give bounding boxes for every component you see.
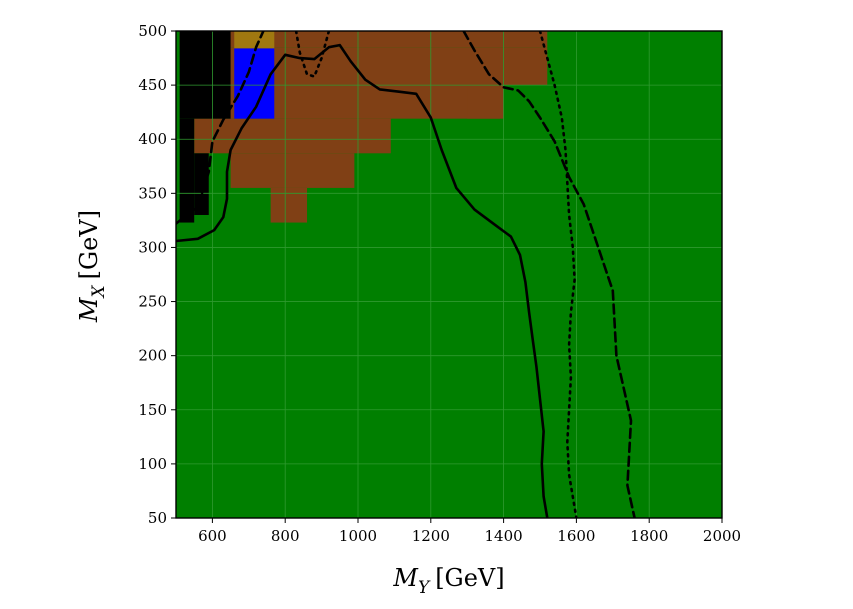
- region-black-8: [179, 118, 195, 223]
- x-tick-label: 1400: [485, 527, 523, 545]
- y-tick-label: 450: [138, 76, 167, 94]
- x-axis-title: MY [GeV]: [392, 564, 504, 598]
- y-tick-label: 50: [148, 509, 167, 527]
- x-axis-title-sub: Y: [418, 578, 431, 598]
- x-tick-label: 600: [198, 527, 227, 545]
- y-axis-title-sub: X: [89, 284, 109, 299]
- y-tick-label: 400: [138, 130, 167, 148]
- x-axis-ticks: 600 800 1000 1200 1400 1600 1800 2000: [198, 518, 741, 545]
- plot-frame: [175, 30, 723, 519]
- x-tick-label: 800: [271, 527, 300, 545]
- contour-solid-0: [176, 43, 549, 518]
- region-black-9: [194, 153, 209, 215]
- x-tick-label: 2000: [703, 527, 741, 545]
- y-axis-ticks: 50 100 150 200 250 300 350 400 450 500: [138, 22, 176, 527]
- y-tick-label: 150: [138, 401, 167, 419]
- y-axis-title-main: M: [75, 296, 103, 323]
- y-tick-label: 300: [138, 238, 167, 256]
- x-tick-label: 1000: [339, 527, 377, 545]
- region-gold-11: [234, 31, 275, 49]
- x-axis-title-main: M: [392, 564, 419, 592]
- x-tick-label: 1200: [412, 527, 450, 545]
- y-axis-title: MX [GeV]: [75, 210, 109, 323]
- heatmap-regions: [179, 31, 548, 223]
- y-tick-label: 200: [138, 347, 167, 365]
- contour-dotted-3: [294, 31, 331, 78]
- y-tick-label: 350: [138, 184, 167, 202]
- x-tick-label: 1600: [557, 527, 595, 545]
- x-axis-title-unit: [GeV]: [435, 564, 504, 592]
- region-brown-3: [467, 85, 504, 119]
- y-tick-label: 100: [138, 455, 167, 473]
- contour-dashed-1: [176, 31, 265, 225]
- y-tick-label: 500: [138, 22, 167, 40]
- x-tick-label: 1800: [630, 527, 668, 545]
- region-black-7: [179, 31, 231, 119]
- region-brown-4: [194, 118, 391, 154]
- contour-dotted-4: [538, 31, 578, 518]
- y-axis-title-unit: [GeV]: [75, 210, 103, 279]
- y-tick-label: 250: [138, 293, 167, 311]
- contour-lines: [176, 31, 636, 518]
- contour-dashed-2: [462, 31, 636, 518]
- region-brown-5: [230, 153, 355, 188]
